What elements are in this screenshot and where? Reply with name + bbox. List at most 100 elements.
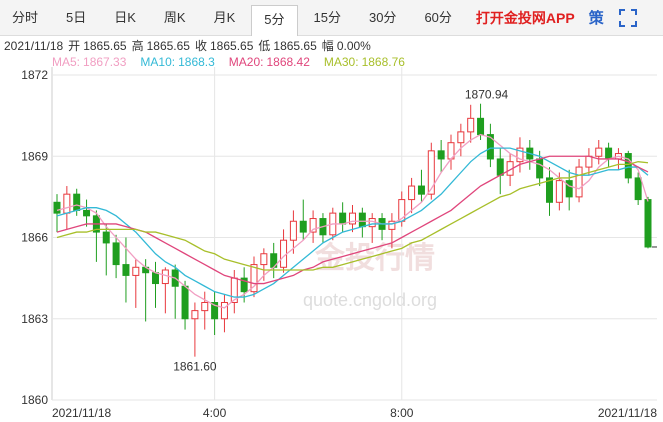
candle-body [546, 177, 553, 203]
x-tick-label: 4:00 [203, 406, 227, 420]
candle-body [555, 180, 563, 203]
tab[interactable]: 15分 [313, 9, 341, 25]
candle-body [181, 285, 189, 320]
tab[interactable]: 30分 [368, 9, 397, 25]
y-tick-label: 1869 [21, 149, 48, 163]
info-value: 0.00% [337, 39, 371, 53]
tab[interactable]: 周K [163, 9, 186, 25]
tab[interactable]: 60分 [424, 9, 452, 25]
info-label: 幅 [322, 38, 334, 53]
y-tick-label: 1872 [21, 68, 48, 82]
candle-body [536, 158, 544, 179]
legend: MA5: 1867.33 MA10: 1868.3 MA20: 1868.42 MA30: 1… [52, 55, 405, 69]
strategy-button[interactable]: 策 [588, 10, 604, 27]
tab-bar: 分时 5日 日K 周K 月K 5分 15分 30分 60分 打开金投网APP 策 [0, 0, 663, 36]
candle-body [496, 158, 504, 176]
candle-body [467, 117, 475, 133]
candle-body [457, 131, 465, 144]
candle-body [477, 117, 485, 136]
chart: 2021/11/18 开 1865.65 高 1865.65 收 1865.65 低 1865.… [4, 38, 657, 420]
legend-name: MA30: [324, 55, 359, 69]
candle-body [112, 242, 120, 266]
candle-body [250, 264, 258, 293]
candle-body [644, 199, 652, 248]
legend-value: 1868.42 [266, 55, 310, 69]
watermark: 金投行情 [314, 241, 435, 275]
info-value: 1865.65 [147, 39, 191, 53]
info-label: 低 [258, 39, 270, 53]
legend-value: 1868.76 [362, 55, 406, 69]
y-tick-label: 1866 [21, 231, 48, 245]
app-link[interactable]: 打开金投网APP [475, 9, 575, 26]
ma-line [56, 155, 649, 285]
ma-line [56, 147, 649, 298]
candle-body [309, 218, 317, 233]
candle-body [368, 218, 376, 228]
candle-body [191, 310, 199, 320]
candle-body [339, 212, 347, 225]
candle-body [83, 209, 91, 217]
info-line: 2021/11/18 开 1865.65 高 1865.65 收 1865.65 低 1865.… [4, 38, 371, 53]
candle-body [280, 239, 288, 268]
candle-body [575, 166, 583, 198]
legend-name: MA5: [52, 55, 80, 69]
candle-body [427, 150, 435, 195]
candle-body [349, 212, 356, 225]
candle-body [299, 220, 307, 233]
candle-body [289, 220, 297, 241]
candle-body [565, 180, 573, 198]
ma-line [56, 133, 649, 309]
legend-name: MA10: [140, 55, 175, 69]
candle-body [516, 147, 524, 163]
x-tick-label: 8:00 [390, 406, 414, 420]
candle-body [63, 193, 71, 214]
candle-body [201, 302, 209, 312]
candle-body [388, 220, 396, 230]
candle-body [486, 134, 494, 160]
candle-body [437, 150, 445, 160]
candle-body [152, 272, 159, 285]
fullscreen-icon[interactable] [618, 8, 638, 28]
tab[interactable]: 日K [114, 9, 136, 25]
candle-body [73, 193, 81, 211]
candle-body [132, 266, 140, 276]
candle-body [595, 147, 603, 157]
candle-body [634, 177, 642, 201]
candle-body [358, 212, 366, 228]
candle-body [53, 201, 61, 214]
info-value: 1865.65 [273, 39, 317, 53]
candle-body [161, 269, 169, 285]
legend-name: MA20: [229, 55, 264, 69]
candle-body [624, 153, 632, 179]
x-tick-label: 2021/11/18 [52, 406, 111, 420]
y-tick-label: 1863 [21, 312, 48, 326]
info-label: 开 [68, 39, 80, 53]
legend-value: 1867.33 [83, 55, 127, 69]
info-date: 2021/11/18 [4, 39, 63, 53]
candle-body [102, 231, 110, 244]
legend-value: 1868.3 [178, 55, 215, 69]
candle-body [220, 302, 228, 320]
tab[interactable]: 5日 [66, 9, 87, 25]
x-tick-label: 2021/11/18 [598, 406, 657, 420]
candle-body [260, 253, 268, 266]
tab[interactable]: 月K [213, 9, 236, 25]
candle-body [122, 264, 130, 276]
y-tick-label: 1860 [21, 393, 48, 407]
candle-body [605, 147, 613, 160]
ma-line [56, 161, 649, 271]
info-label: 高 [132, 38, 144, 53]
watermark-url: quote.cngold.org [303, 290, 437, 310]
high-label: 1870.94 [465, 88, 509, 102]
candle-body [408, 185, 416, 201]
low-label: 1861.60 [173, 360, 217, 374]
tab[interactable]: 分时 [12, 9, 39, 25]
info-value: 1865.65 [83, 39, 127, 53]
info-label: 收 [195, 39, 207, 53]
tab[interactable]: 5分 [251, 4, 298, 36]
candle-body [585, 155, 593, 168]
info-value: 1865.65 [210, 39, 254, 53]
candle-body [417, 185, 425, 195]
candle-body [240, 277, 248, 293]
